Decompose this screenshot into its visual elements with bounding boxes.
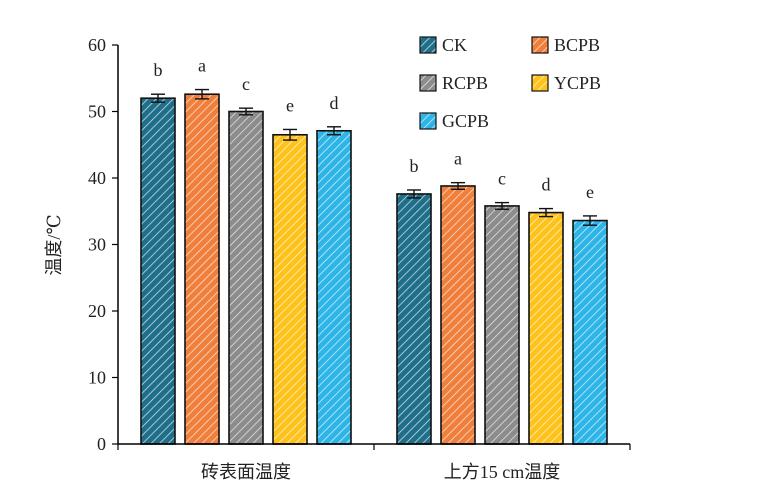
significance-letter: c bbox=[498, 169, 506, 189]
bar-ck bbox=[140, 97, 176, 445]
bars-layer: b a c e d b a c d e bbox=[140, 56, 608, 445]
y-tick-label: 60 bbox=[88, 35, 106, 55]
x-categories: 砖表面温度 上方15 cm温度 bbox=[117, 444, 631, 482]
y-axis-title: 温度/℃ bbox=[44, 214, 64, 275]
bar-rcpb bbox=[484, 205, 520, 445]
y-tick-label: 0 bbox=[97, 434, 106, 454]
bar-bcpb bbox=[184, 93, 220, 445]
significance-letter: b bbox=[410, 156, 419, 176]
legend-label: GCPB bbox=[442, 111, 489, 131]
legend-swatch-ck bbox=[419, 36, 437, 54]
y-tick-label: 50 bbox=[88, 102, 106, 122]
bar-bcpb bbox=[440, 185, 476, 445]
legend-swatch-ycpb bbox=[531, 74, 549, 92]
significance-letter: a bbox=[198, 56, 206, 76]
x-category-label: 上方15 cm温度 bbox=[444, 462, 561, 482]
legend-swatch-gcpb bbox=[419, 112, 437, 130]
significance-letter: a bbox=[454, 149, 462, 169]
significance-letter: d bbox=[330, 93, 339, 113]
bar-ck bbox=[396, 193, 432, 445]
bar-ycpb bbox=[528, 211, 564, 445]
legend-label: YCPB bbox=[554, 73, 601, 93]
y-tick-label: 10 bbox=[88, 368, 106, 388]
y-tick-label: 40 bbox=[88, 168, 106, 188]
significance-letter: d bbox=[542, 175, 551, 195]
bar-gcpb bbox=[572, 219, 608, 445]
y-tick-label: 30 bbox=[88, 235, 106, 255]
legend-swatch-rcpb bbox=[419, 74, 437, 92]
bar-gcpb bbox=[316, 129, 352, 445]
legend-label: RCPB bbox=[442, 73, 488, 93]
legend-label: CK bbox=[442, 35, 467, 55]
legend-label: BCPB bbox=[554, 35, 600, 55]
significance-letter: e bbox=[286, 95, 294, 115]
bar-ycpb bbox=[272, 133, 308, 445]
legend-swatch-bcpb bbox=[531, 36, 549, 54]
y-ticks: 0 10 20 30 40 50 60 bbox=[88, 35, 118, 454]
significance-letter: e bbox=[586, 182, 594, 202]
bar-rcpb bbox=[228, 110, 264, 445]
x-category-label: 砖表面温度 bbox=[201, 462, 291, 482]
legend: CK BCPB RCPB YCPB GCPB bbox=[419, 35, 601, 131]
significance-letter: b bbox=[154, 60, 163, 80]
y-tick-label: 20 bbox=[88, 301, 106, 321]
significance-letter: c bbox=[242, 74, 250, 94]
